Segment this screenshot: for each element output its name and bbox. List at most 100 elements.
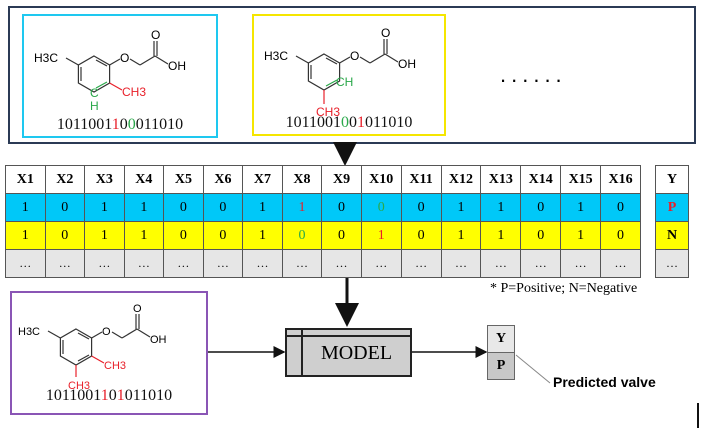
fingerprint-segment: 1011001 bbox=[45, 387, 101, 404]
y-column-header: Y bbox=[655, 165, 689, 194]
divider-line bbox=[697, 403, 699, 428]
fingerprint-segment: 1011001 bbox=[285, 114, 341, 131]
table-cell: … bbox=[5, 249, 46, 278]
ether-oxygen-label: O bbox=[120, 51, 129, 65]
table-cell: 0 bbox=[163, 193, 204, 222]
hydroxyl-label: OH bbox=[150, 334, 167, 346]
table-cell: 1 bbox=[480, 221, 522, 250]
table-cell: 0 bbox=[520, 221, 562, 250]
molecule-2-fingerprint: 1011001001011010 bbox=[254, 114, 444, 132]
table-cell: 0 bbox=[321, 193, 362, 222]
column-header: X8 bbox=[281, 165, 323, 194]
table-cell: 1 bbox=[5, 193, 46, 222]
fingerprint-segment: 0 bbox=[119, 116, 128, 133]
label-table: Y P N… bbox=[655, 165, 689, 278]
column-header: X11 bbox=[400, 165, 442, 194]
molecule-2-box: H3C O O OH CH CH3 1011001001011010 bbox=[252, 14, 446, 136]
column-header: X5 bbox=[163, 165, 204, 194]
hydroxyl-label: OH bbox=[168, 59, 186, 73]
ch-green-label: CH bbox=[336, 75, 353, 89]
table-cell: 1 bbox=[560, 221, 602, 250]
column-header: X7 bbox=[242, 165, 283, 194]
column-header: X14 bbox=[520, 165, 562, 194]
table-cell: … bbox=[44, 249, 86, 278]
table-cell: 1 bbox=[281, 193, 323, 222]
methyl-label: H3C bbox=[264, 49, 288, 63]
column-header: X6 bbox=[202, 165, 244, 194]
table-cell: 1 bbox=[84, 221, 125, 250]
table-cell: 1 bbox=[5, 221, 46, 250]
column-header: X4 bbox=[123, 165, 165, 194]
output-y-header: Y bbox=[487, 325, 515, 353]
methyl-label: H3C bbox=[18, 326, 40, 338]
fingerprint-segment: 011010 bbox=[135, 116, 184, 133]
query-molecule-structure: H3C O O OH CH3 CH3 bbox=[18, 303, 167, 392]
y-label-cell: N bbox=[655, 221, 689, 250]
methyl-red-label: CH3 bbox=[122, 85, 146, 99]
table-cell: 1 bbox=[360, 221, 402, 250]
more-molecules-ellipsis: ...... bbox=[500, 62, 567, 87]
table-cell: 1 bbox=[84, 193, 125, 222]
methyl-red-label-2: CH3 bbox=[68, 380, 90, 392]
table-cell: … bbox=[600, 249, 641, 278]
carbonyl-oxygen-label: O bbox=[133, 303, 142, 315]
table-cell: … bbox=[281, 249, 323, 278]
column-header: X3 bbox=[84, 165, 125, 194]
carbon-green-label: C bbox=[90, 86, 99, 100]
table-cell: … bbox=[202, 249, 244, 278]
fingerprint-segment: 0 bbox=[349, 114, 357, 131]
fingerprint-segment: 011010 bbox=[124, 387, 173, 404]
table-cell: … bbox=[321, 249, 362, 278]
table-cell: 1 bbox=[242, 221, 283, 250]
fingerprint-segment: 0 bbox=[108, 387, 117, 404]
predicted-value-caption: Predicted valve bbox=[553, 374, 656, 390]
molecule-2-structure: H3C O O OH CH CH3 bbox=[264, 26, 416, 116]
model-label: MODEL bbox=[320, 342, 393, 364]
query-molecule-fingerprint: 1011001101011010 bbox=[12, 387, 206, 405]
table-cell: 1 bbox=[440, 193, 482, 222]
table-cell: … bbox=[242, 249, 283, 278]
table-cell: … bbox=[520, 249, 562, 278]
feature-table: X1 X2 X3 X4 X5 X6 X7 X8 X9 X10 X11 X12 X13 X14 X15 X16 1… bbox=[5, 165, 641, 278]
column-header: X16 bbox=[600, 165, 641, 194]
hydrogen-green-label: H bbox=[90, 99, 99, 113]
table-cell: … bbox=[84, 249, 125, 278]
y-label-cell: … bbox=[655, 249, 689, 278]
column-header: X9 bbox=[321, 165, 362, 194]
fingerprint-segment: 1 bbox=[100, 387, 109, 404]
table-cell: 0 bbox=[400, 221, 442, 250]
table-cell: 0 bbox=[600, 193, 641, 222]
column-header: X13 bbox=[480, 165, 522, 194]
table-cell: 0 bbox=[163, 221, 204, 250]
fingerprint-segment: 0 bbox=[127, 116, 136, 133]
model-box: MODEL bbox=[285, 328, 412, 377]
table-cell: 0 bbox=[400, 193, 442, 222]
column-header: X12 bbox=[440, 165, 482, 194]
molecule-1-fingerprint: 1011001100011010 bbox=[24, 116, 216, 134]
table-cell: … bbox=[163, 249, 204, 278]
table-cell: 1 bbox=[440, 221, 482, 250]
table-cell: 1 bbox=[123, 221, 165, 250]
table-cell: … bbox=[440, 249, 482, 278]
table-row: ………………………………………… bbox=[5, 249, 641, 278]
methyl-red-label: CH3 bbox=[104, 360, 126, 372]
table-cell: … bbox=[123, 249, 165, 278]
carbonyl-oxygen-label: O bbox=[381, 26, 390, 40]
table-cell: … bbox=[560, 249, 602, 278]
molecule-1-structure: H3C O O OH CH3 C H bbox=[34, 28, 186, 113]
legend-note: * P=Positive; N=Negative bbox=[490, 281, 638, 296]
table-cell: 1 bbox=[480, 193, 522, 222]
table-cell: 0 bbox=[44, 193, 86, 222]
table-cell: 1 bbox=[560, 193, 602, 222]
fingerprint-segment: 011010 bbox=[365, 114, 413, 131]
table-cell: 0 bbox=[202, 221, 244, 250]
hydroxyl-label: OH bbox=[398, 57, 416, 71]
methyl-red-label: CH3 bbox=[316, 105, 340, 116]
table-cell: 0 bbox=[321, 221, 362, 250]
fingerprint-segment: 0 bbox=[341, 114, 349, 131]
carbonyl-oxygen-label: O bbox=[151, 28, 160, 42]
table-cell: 1 bbox=[123, 193, 165, 222]
table-cell: 0 bbox=[202, 193, 244, 222]
